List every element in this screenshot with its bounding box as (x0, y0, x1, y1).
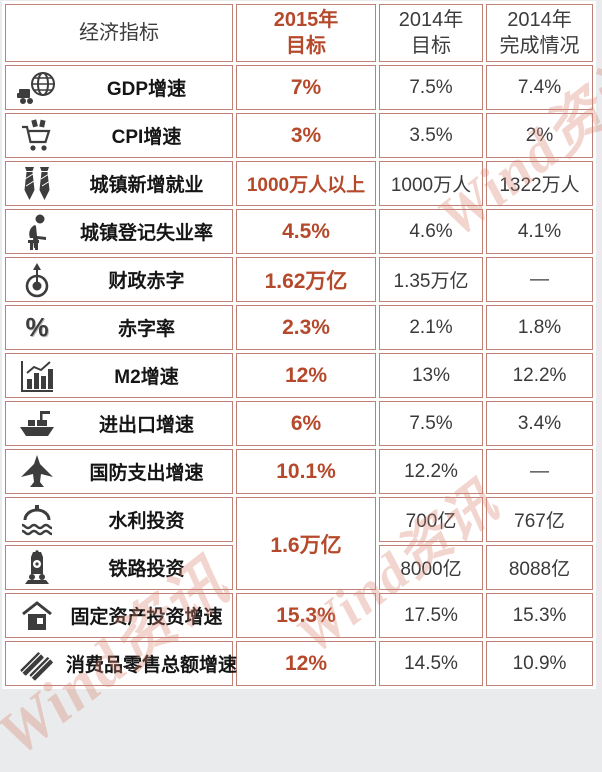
target-2015-cell: 7% (236, 65, 376, 110)
actual-2014-cell: 4.1% (486, 209, 593, 254)
actual-2014-cell: 1.8% (486, 305, 593, 350)
target-2014-cell: 2.1% (379, 305, 483, 350)
globe-truck-icon (8, 71, 66, 105)
indicator-label: 赤字率 (117, 319, 175, 340)
target-2015-cell: 12% (236, 641, 376, 686)
table-row: 城镇新增就业 1000万人以上 1000万人 1322万人 (5, 161, 593, 206)
building-icon (8, 600, 66, 632)
table-row: 进出口增速 6% 7.5% 3.4% (5, 401, 593, 446)
target-2015-cell: 15.3% (236, 593, 376, 638)
table-row: 国防支出增速 10.1% 12.2% — (5, 449, 593, 494)
target-2015-cell: 10.1% (236, 449, 376, 494)
indicator-label: 财政赤字 (108, 271, 185, 292)
indicator-label: CPI增速 (111, 127, 182, 148)
target-2014-cell: 12.2% (379, 449, 483, 494)
cargo-ship-icon (8, 408, 66, 440)
target-2015-cell: 6% (236, 401, 376, 446)
header-2014-actual: 2014年 完成情况 (486, 4, 593, 62)
target-2015-merged-cell: 1.6万亿 (236, 497, 376, 590)
indicator-cell: 固定资产投资增速 (5, 593, 233, 638)
target-2015-cell: 4.5% (236, 209, 376, 254)
indicator-cell: GDP增速 (5, 65, 233, 110)
indicator-cell: 消费品零售总额增速 (5, 641, 237, 686)
table-row: 固定资产投资增速 15.3% 17.5% 15.3% (5, 593, 593, 638)
shopping-cart-icon (8, 118, 66, 153)
table-row: GDP增速 7% 7.5% 7.4% (5, 65, 593, 110)
train-icon (8, 549, 66, 586)
actual-2014-cell: 12.2% (486, 353, 593, 398)
target-2014-cell: 7.5% (379, 65, 483, 110)
target-2015-cell: 12% (236, 353, 376, 398)
indicator-label: GDP增速 (106, 79, 187, 100)
table-header-row: 经济指标 2015年 目标 2014年 目标 2014年 完成情况 (5, 4, 593, 62)
percent-icon: % (25, 312, 49, 342)
indicator-label: 国防支出增速 (89, 463, 204, 484)
table-row: 财政赤字 1.62万亿 1.35万亿 — (5, 257, 593, 302)
table-row: 消费品零售总额增速 12% 14.5% 10.9% (5, 641, 593, 686)
actual-2014-cell: 7.4% (486, 65, 593, 110)
table-row: % 赤字率 2.3% 2.1% 1.8% (5, 305, 593, 350)
dart-target-icon (8, 262, 66, 298)
actual-2014-cell: — (486, 449, 593, 494)
target-2015-cell: 1.62万亿 (236, 257, 376, 302)
indicator-cell: CPI增速 (5, 113, 233, 158)
actual-2014-cell: — (486, 257, 593, 302)
economic-indicators-table: 经济指标 2015年 目标 2014年 目标 2014年 完成情况 GDP增速 … (2, 1, 596, 689)
header-indicator: 经济指标 (5, 4, 233, 62)
indicator-label: 城镇登记失业率 (79, 223, 213, 244)
target-2014-cell: 7.5% (379, 401, 483, 446)
indicator-cell: 进出口增速 (5, 401, 233, 446)
bar-chart-icon (8, 359, 66, 393)
actual-2014-cell: 767亿 (486, 497, 593, 542)
indicator-label: 铁路投资 (108, 559, 185, 580)
sitting-person-icon (8, 214, 66, 250)
bank-cards-icon (8, 646, 66, 682)
neckties-icon (8, 166, 66, 202)
table-row: CPI增速 3% 3.5% 2% (5, 113, 593, 158)
table-row: M2增速 12% 13% 12.2% (5, 353, 593, 398)
table-row: 铁路投资 8000亿 8088亿 (5, 545, 593, 590)
indicator-label: 进出口增速 (98, 415, 194, 436)
actual-2014-cell: 8088亿 (486, 545, 593, 590)
header-2015-target: 2015年 目标 (236, 4, 376, 62)
indicator-cell: 城镇新增就业 (5, 161, 233, 206)
indicator-label: M2增速 (114, 367, 179, 388)
target-2014-cell: 3.5% (379, 113, 483, 158)
indicator-cell: 水利投资 (5, 497, 233, 542)
target-2014-cell: 1.35万亿 (379, 257, 483, 302)
indicator-label: 消费品零售总额增速 (66, 655, 238, 676)
target-2014-cell: 1000万人 (379, 161, 483, 206)
actual-2014-cell: 1322万人 (486, 161, 593, 206)
actual-2014-cell: 10.9% (486, 641, 593, 686)
fighter-jet-icon (8, 454, 66, 490)
target-2014-cell: 14.5% (379, 641, 483, 686)
indicator-cell: 财政赤字 (5, 257, 233, 302)
target-2014-cell: 8000亿 (379, 545, 483, 590)
target-2014-cell: 4.6% (379, 209, 483, 254)
indicator-cell: M2增速 (5, 353, 233, 398)
actual-2014-cell: 3.4% (486, 401, 593, 446)
target-2014-cell: 700亿 (379, 497, 483, 542)
indicator-cell: 城镇登记失业率 (5, 209, 233, 254)
indicator-label: 城镇新增就业 (89, 175, 204, 196)
target-2015-cell: 2.3% (236, 305, 376, 350)
target-2015-cell: 3% (236, 113, 376, 158)
target-2015-cell: 1000万人以上 (236, 161, 376, 206)
dam-icon (8, 503, 66, 537)
indicator-label: 水利投资 (108, 511, 185, 532)
indicator-cell: % 赤字率 (5, 305, 233, 350)
indicator-cell: 铁路投资 (5, 545, 233, 590)
header-2014-target: 2014年 目标 (379, 4, 483, 62)
indicator-cell: 国防支出增速 (5, 449, 233, 494)
target-2014-cell: 17.5% (379, 593, 483, 638)
target-2014-cell: 13% (379, 353, 483, 398)
actual-2014-cell: 2% (486, 113, 593, 158)
indicator-label: 固定资产投资增速 (70, 607, 223, 628)
table-row: 城镇登记失业率 4.5% 4.6% 4.1% (5, 209, 593, 254)
table-row: 水利投资 1.6万亿 700亿 767亿 (5, 497, 593, 590)
actual-2014-cell: 15.3% (486, 593, 593, 638)
